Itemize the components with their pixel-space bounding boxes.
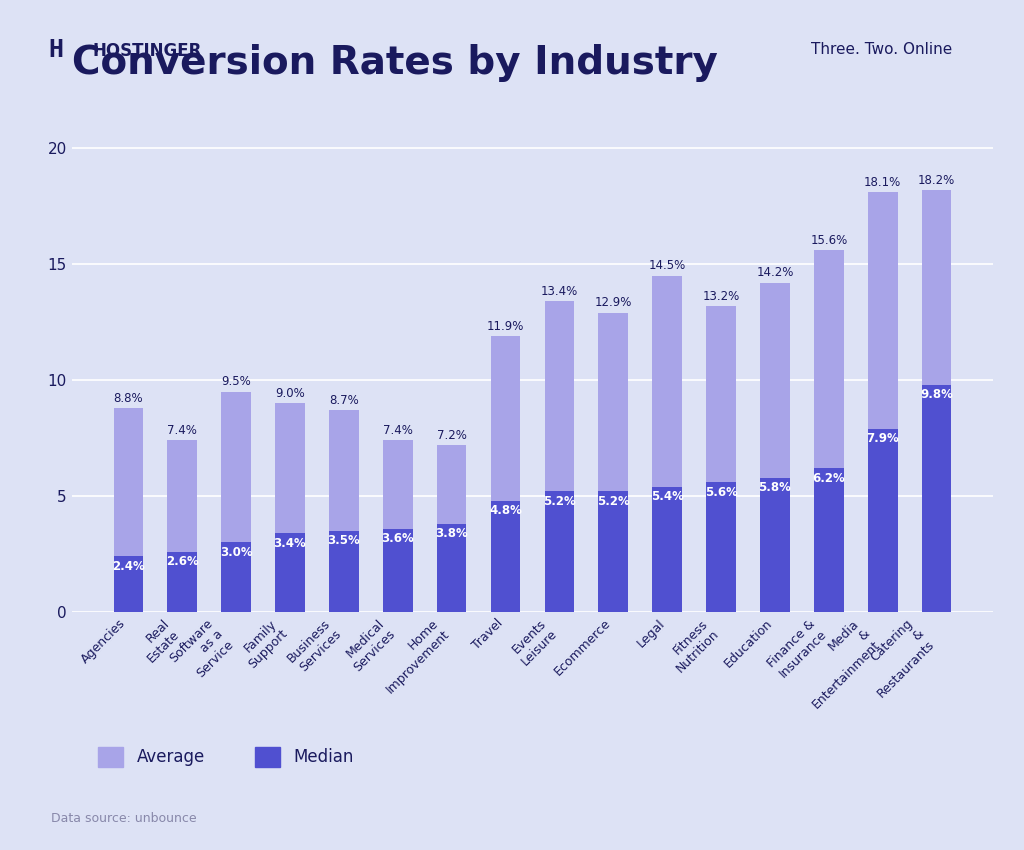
Text: 4.8%: 4.8% bbox=[489, 504, 522, 517]
Text: 5.4%: 5.4% bbox=[650, 490, 684, 503]
Bar bbox=[383, 529, 413, 612]
Text: 9.5%: 9.5% bbox=[221, 376, 251, 388]
Text: Data source: unbounce: Data source: unbounce bbox=[51, 812, 197, 824]
Bar bbox=[652, 276, 682, 612]
Text: 13.2%: 13.2% bbox=[702, 290, 739, 303]
Bar bbox=[275, 533, 305, 612]
Bar bbox=[383, 440, 413, 612]
Text: 3.4%: 3.4% bbox=[273, 536, 306, 550]
Text: 3.0%: 3.0% bbox=[220, 546, 253, 559]
Bar bbox=[168, 440, 197, 612]
Text: 9.0%: 9.0% bbox=[275, 387, 305, 399]
Bar bbox=[598, 491, 628, 612]
Bar bbox=[221, 392, 251, 612]
Bar bbox=[437, 524, 467, 612]
Text: 6.2%: 6.2% bbox=[812, 472, 845, 484]
Text: 12.9%: 12.9% bbox=[595, 297, 632, 309]
Text: 5.2%: 5.2% bbox=[597, 495, 630, 508]
Text: 18.2%: 18.2% bbox=[918, 173, 955, 187]
Text: 3.6%: 3.6% bbox=[381, 532, 414, 545]
Bar bbox=[168, 552, 197, 612]
Bar bbox=[814, 251, 844, 612]
Bar bbox=[490, 336, 520, 612]
Bar bbox=[329, 531, 358, 612]
Bar bbox=[707, 482, 736, 612]
Bar bbox=[814, 468, 844, 612]
Text: 8.7%: 8.7% bbox=[329, 394, 358, 407]
Bar bbox=[760, 478, 790, 612]
Text: 14.5%: 14.5% bbox=[648, 259, 686, 272]
Text: 7.9%: 7.9% bbox=[866, 433, 899, 445]
Bar bbox=[275, 404, 305, 612]
Text: 11.9%: 11.9% bbox=[486, 320, 524, 332]
Text: 9.8%: 9.8% bbox=[921, 388, 953, 401]
Bar bbox=[114, 408, 143, 612]
Text: HOSTINGER: HOSTINGER bbox=[92, 42, 202, 60]
Text: H: H bbox=[49, 38, 63, 62]
Bar bbox=[490, 501, 520, 612]
Bar bbox=[437, 445, 467, 612]
Text: 5.8%: 5.8% bbox=[759, 481, 792, 494]
Legend: Average, Median: Average, Median bbox=[98, 746, 353, 767]
Bar bbox=[922, 385, 951, 612]
Text: 14.2%: 14.2% bbox=[757, 266, 794, 280]
Text: 2.6%: 2.6% bbox=[166, 555, 199, 568]
Bar bbox=[545, 302, 574, 612]
Bar bbox=[545, 491, 574, 612]
Text: 7.2%: 7.2% bbox=[436, 428, 467, 442]
Text: Three. Two. Online: Three. Two. Online bbox=[811, 42, 952, 58]
Bar bbox=[598, 313, 628, 612]
Bar bbox=[329, 411, 358, 612]
Text: Conversion Rates by Industry: Conversion Rates by Industry bbox=[72, 44, 718, 82]
Bar bbox=[760, 283, 790, 612]
Text: 3.8%: 3.8% bbox=[435, 527, 468, 541]
Bar bbox=[868, 192, 897, 612]
Text: 18.1%: 18.1% bbox=[864, 176, 901, 189]
Bar bbox=[707, 306, 736, 612]
Text: 8.8%: 8.8% bbox=[114, 392, 143, 405]
Bar bbox=[221, 542, 251, 612]
Bar bbox=[652, 487, 682, 612]
Bar bbox=[922, 190, 951, 612]
Text: 13.4%: 13.4% bbox=[541, 285, 578, 297]
Bar bbox=[868, 429, 897, 612]
Text: 2.4%: 2.4% bbox=[112, 560, 144, 573]
Text: 7.4%: 7.4% bbox=[383, 424, 413, 437]
Text: 5.6%: 5.6% bbox=[705, 485, 737, 499]
Text: 3.5%: 3.5% bbox=[328, 535, 360, 547]
Text: 5.2%: 5.2% bbox=[543, 495, 575, 508]
Text: 7.4%: 7.4% bbox=[167, 424, 198, 437]
Bar bbox=[114, 557, 143, 612]
Text: 15.6%: 15.6% bbox=[810, 234, 848, 246]
